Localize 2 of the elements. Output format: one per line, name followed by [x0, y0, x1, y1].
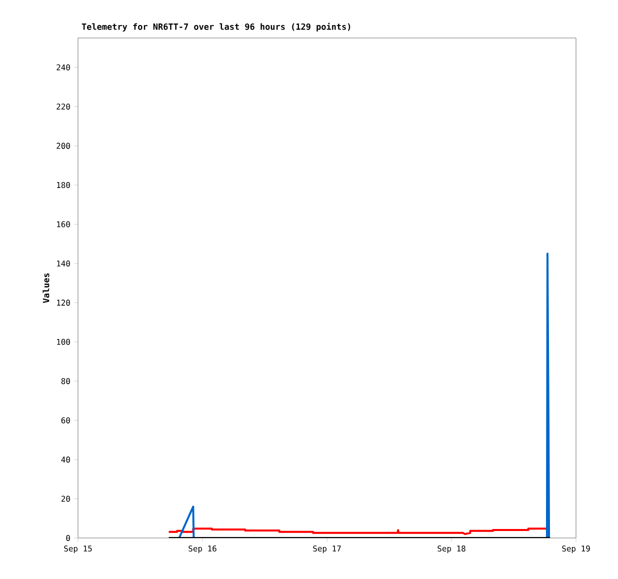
y-axis-title: Values	[42, 273, 50, 304]
chart-title: Telemetry for NR6TT-7 over last 96 hours (129 points)	[82, 22, 350, 32]
